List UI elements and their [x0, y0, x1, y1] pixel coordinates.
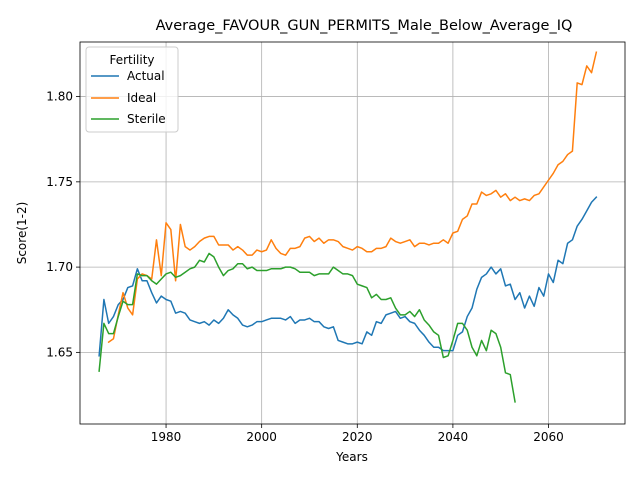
x-tick-label: 2020: [342, 430, 373, 444]
legend-label-sterile: Sterile: [127, 112, 166, 126]
y-tick-label: 1.75: [46, 175, 73, 189]
series-line-sterile: [98, 252, 516, 403]
y-axis-label: Score(1-2): [15, 202, 29, 265]
axis-ticks: 1980 2000 2020 2040 2060 1.65 1.70 1.75 1.80: [46, 90, 564, 444]
y-tick-label: 1.80: [46, 90, 73, 104]
x-tick-label: 2060: [533, 430, 564, 444]
legend-label-actual: Actual: [127, 69, 165, 83]
x-tick-label: 2000: [246, 430, 277, 444]
series-line-actual: [98, 196, 598, 357]
x-tick-label: 2040: [438, 430, 469, 444]
x-tick-label: 1980: [151, 430, 182, 444]
series-line-ideal: [107, 51, 598, 344]
y-tick-label: 1.70: [46, 260, 73, 274]
legend-label-ideal: Ideal: [127, 91, 156, 105]
legend-box: [85, 46, 179, 133]
chart-title: Average_FAVOUR_GUN_PERMITS_Male_Below_Av…: [156, 18, 573, 34]
x-axis-label: Years: [335, 450, 368, 464]
y-tick-label: 1.65: [46, 345, 73, 359]
legend: Fertility Actual Ideal Sterile: [85, 46, 179, 133]
plot-frame: [79, 41, 626, 425]
legend-title: Fertility: [109, 53, 154, 67]
series-layer: [98, 51, 598, 403]
